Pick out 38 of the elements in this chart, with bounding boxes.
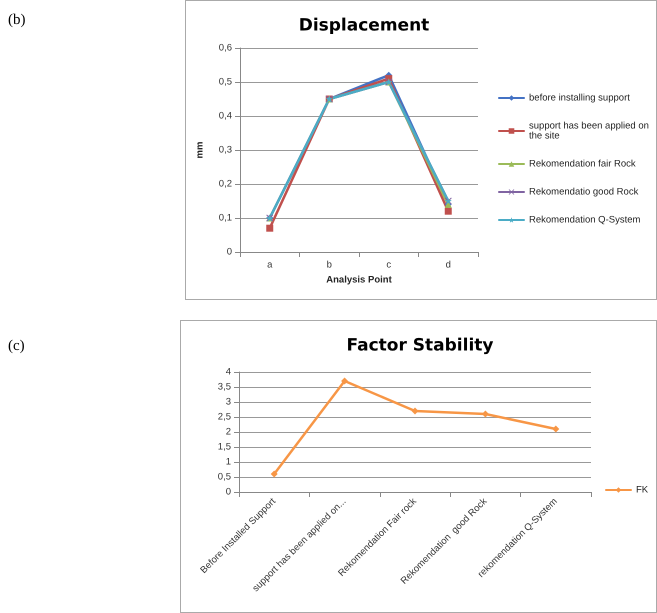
x-tick-label: b xyxy=(326,260,332,270)
legend-label: Rekomendation fair Rock xyxy=(529,158,636,170)
legend-label: Rekomendation Q-System xyxy=(529,214,640,226)
point xyxy=(552,426,560,432)
legend-label: before installing support xyxy=(529,92,630,104)
y-tick-label: 3,5 xyxy=(218,382,231,392)
text: (c) xyxy=(8,338,25,355)
y-tick-label: 4 xyxy=(226,366,231,378)
y-tick-label: 3 xyxy=(226,396,231,408)
y-tick-label: 1 xyxy=(226,456,231,468)
y-tick-label: 0,5 xyxy=(218,76,232,88)
chart-title: Factor Stability xyxy=(346,336,494,356)
y-tick-label: 0 xyxy=(226,486,231,498)
x-tick-label: c xyxy=(386,260,392,270)
x-tick-label: d xyxy=(446,260,451,270)
y-tick-label: 2 xyxy=(226,426,231,438)
text: (b) xyxy=(8,12,26,29)
legend-label: support has been applied on the site xyxy=(529,120,652,142)
x-tick-label: a xyxy=(267,260,274,270)
y-tick-label: 0,2 xyxy=(218,178,232,190)
point xyxy=(266,224,274,232)
legend-label: Rekomendatio good Rock xyxy=(529,186,639,198)
y-tick-label: 0,1 xyxy=(218,212,232,224)
point xyxy=(341,378,348,384)
point xyxy=(412,408,418,414)
y-tick-label: 0,3 xyxy=(218,144,232,156)
point xyxy=(444,208,452,215)
y-tick-label: 0,6 xyxy=(218,42,232,54)
x-axis-title: Analysis Point xyxy=(326,274,393,286)
y-tick-label: 0 xyxy=(226,246,232,258)
y-tick-label: 1,5 xyxy=(218,442,231,452)
y-tick-label: 0,4 xyxy=(218,110,232,122)
point xyxy=(270,470,278,478)
y-tick-label: 2,5 xyxy=(218,412,231,422)
chart-title: Displacement xyxy=(298,16,430,36)
y-axis-title: mm xyxy=(194,142,206,158)
legend-label: FK xyxy=(636,484,649,496)
y-tick-label: 0,5 xyxy=(218,472,231,482)
